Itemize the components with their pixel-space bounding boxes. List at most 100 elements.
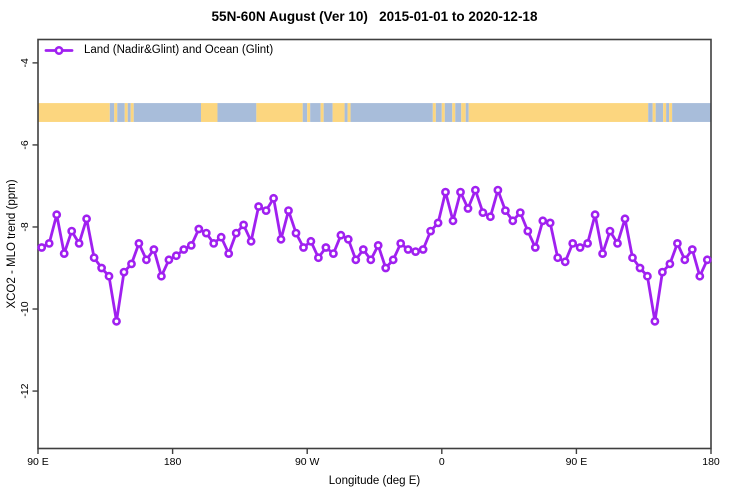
data-point-marker: [299, 243, 308, 252]
data-point-marker: [351, 255, 361, 265]
data-point-marker: [628, 253, 637, 263]
data-point-marker: [37, 243, 47, 252]
data-point-marker: [523, 226, 533, 236]
data-point-marker: [448, 216, 458, 226]
data-point-marker: [89, 253, 99, 263]
x-axis-tick-label: 180: [702, 456, 720, 468]
y-axis-tick-label: -8: [19, 222, 31, 231]
map-strip-segment-land: [347, 103, 351, 122]
map-strip-segment-ocean: [133, 103, 202, 122]
data-point-marker: [388, 255, 398, 265]
map-strip-segment-ocean: [648, 103, 653, 122]
data-point-marker: [583, 238, 592, 248]
data-point-marker: [575, 243, 585, 252]
data-point-marker: [485, 212, 495, 222]
data-point-marker: [456, 187, 465, 197]
data-point-marker: [261, 206, 271, 215]
data-point-marker: [665, 259, 675, 269]
chart-title: 55N-60N August (Ver 10) 2015-01-01 to 20…: [211, 9, 538, 24]
data-point-marker: [545, 218, 555, 228]
map-strip-segment-ocean: [109, 103, 115, 122]
data-point-marker: [216, 232, 226, 242]
data-point-marker: [284, 206, 293, 215]
data-point-marker: [560, 257, 570, 267]
map-strip-segment-ocean: [350, 103, 433, 122]
data-point-marker: [44, 238, 54, 248]
data-point-marker: [568, 238, 578, 248]
map-strip-segment-ocean: [117, 103, 125, 122]
data-point-marker: [186, 240, 196, 250]
map-strip-segment-land: [468, 103, 649, 122]
map-strip-segment-land: [452, 103, 456, 122]
map-strip-segment-land: [332, 103, 345, 122]
data-point-marker: [650, 316, 660, 326]
data-point-marker: [141, 255, 151, 265]
map-strip-segment-ocean: [666, 103, 670, 122]
y-axis-tick-label: -6: [19, 140, 31, 149]
data-point-marker: [702, 255, 712, 265]
data-point-marker: [396, 238, 406, 248]
map-strip-segment-ocean: [217, 103, 257, 122]
data-point-marker: [538, 216, 548, 226]
data-point-marker: [366, 255, 376, 265]
data-point-marker: [164, 255, 174, 265]
data-point-marker: [119, 267, 129, 277]
y-axis-tick-label: -12: [19, 383, 31, 398]
data-point-marker: [358, 245, 368, 254]
data-point-marker: [590, 210, 600, 220]
map-strip-segment-land: [461, 103, 466, 122]
data-point-marker: [433, 218, 443, 228]
data-point-marker: [231, 228, 241, 238]
data-point-marker: [291, 228, 301, 238]
data-point-marker: [463, 204, 473, 213]
legend-circle-icon: [54, 45, 64, 55]
data-point-marker: [381, 263, 391, 273]
map-strip-segment-land: [432, 103, 436, 122]
data-point-marker: [470, 185, 480, 195]
map-strip-segment-land: [201, 103, 218, 122]
data-point-marker: [127, 259, 136, 269]
data-point-marker: [605, 226, 615, 236]
data-point-marker: [254, 202, 263, 211]
map-strip-segment-land: [441, 103, 445, 122]
data-point-marker: [97, 263, 106, 273]
y-axis-tick-label: -4: [19, 58, 31, 67]
data-point-marker: [246, 236, 256, 246]
map-strip-segment-land: [307, 103, 311, 122]
data-point-marker: [239, 220, 248, 230]
map-strip-segment-ocean: [127, 103, 131, 122]
map-strip-segment-ocean: [444, 103, 453, 122]
data-point-marker: [194, 224, 204, 234]
map-strip-segment-land: [320, 103, 324, 122]
x-axis-tick-label: 90 E: [27, 456, 49, 468]
map-strip-segment-ocean: [455, 103, 462, 122]
map-strip-segment-ocean: [465, 103, 469, 122]
data-point-marker: [343, 234, 353, 244]
data-point-marker: [156, 271, 166, 281]
data-point-marker: [687, 245, 697, 254]
data-point-marker: [373, 240, 383, 250]
legend-label: Land (Nadir&Glint) and Ocean (Glint): [84, 44, 274, 56]
data-point-marker: [67, 226, 77, 236]
data-point-marker: [74, 238, 84, 248]
data-point-marker: [598, 249, 607, 258]
data-point-marker: [530, 243, 540, 252]
data-point-marker: [201, 228, 211, 238]
data-point-marker: [500, 206, 510, 215]
legend-line-marker-icon: [44, 45, 74, 55]
map-strip-segment-ocean: [655, 103, 664, 122]
x-axis-title: Longitude (deg E): [328, 475, 421, 487]
map-strip-segment-ocean: [323, 103, 333, 122]
data-point-marker: [695, 271, 705, 281]
data-point-marker: [112, 316, 121, 326]
map-strip-segment-ocean: [344, 103, 348, 122]
data-point-marker: [418, 245, 428, 254]
map-strip-segment-land: [130, 103, 134, 122]
data-point-marker: [269, 193, 278, 203]
data-point-marker: [493, 185, 503, 195]
data-point-marker: [149, 245, 159, 254]
data-point-marker: [643, 271, 652, 281]
map-strip-segment-land: [669, 103, 673, 122]
data-point-marker: [306, 236, 316, 246]
data-point-marker: [673, 238, 682, 248]
